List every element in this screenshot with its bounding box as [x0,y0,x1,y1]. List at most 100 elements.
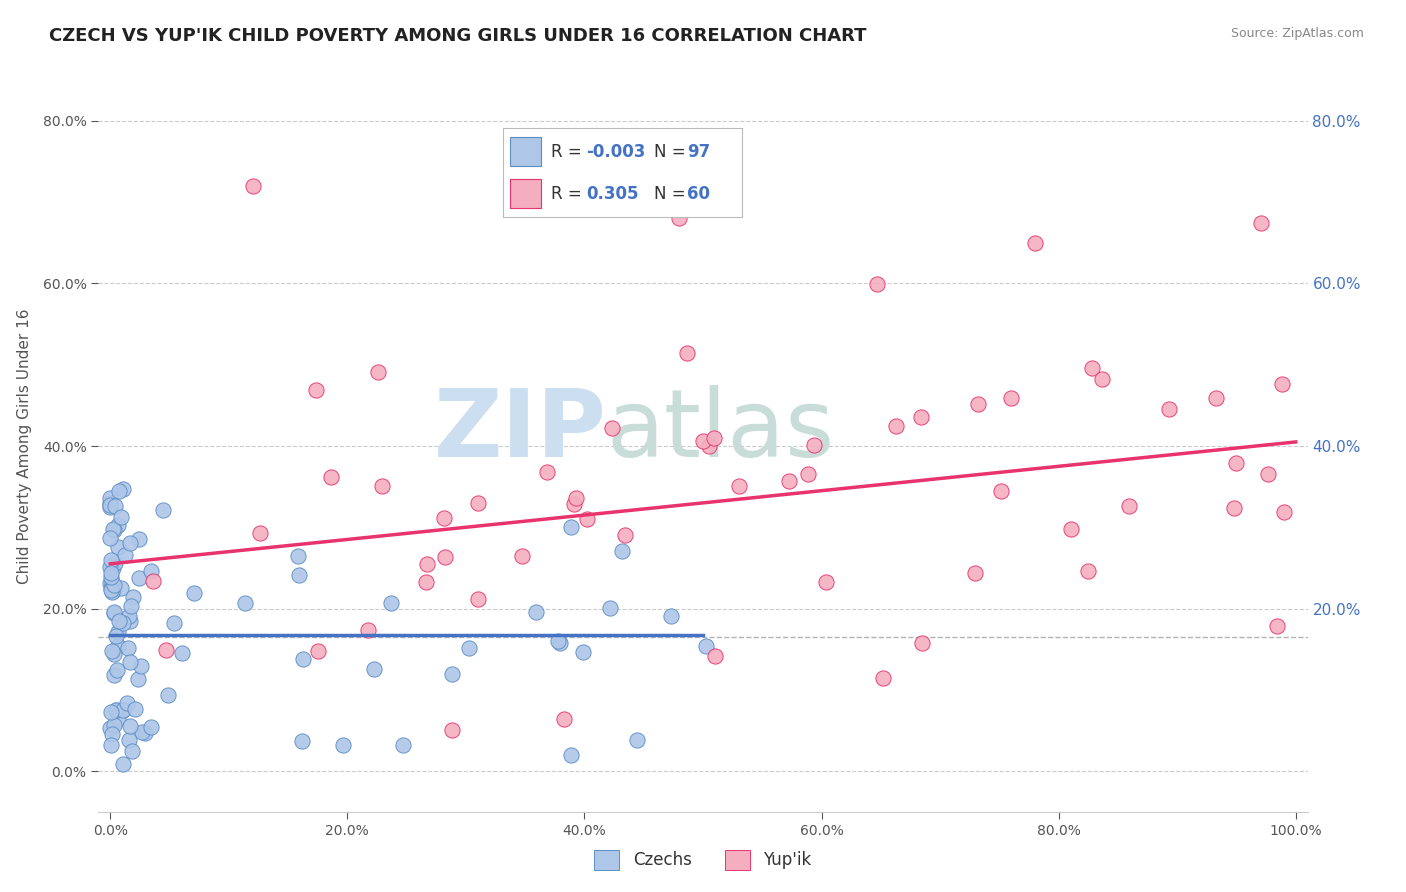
Point [319,469,342,483]
Text: 0.305: 0.305 [586,185,640,202]
Point [104,557,127,571]
Point [107,624,129,639]
Point [803,438,825,452]
Point [703,431,725,445]
Point [156,688,179,702]
Point [1091,372,1114,386]
Point [434,550,457,565]
Point [101,522,124,536]
Point [110,510,132,524]
Point [115,696,138,710]
Point [441,723,464,737]
Point [572,645,595,659]
Point [371,479,394,493]
Point [100,644,122,658]
Point [117,640,139,655]
Point [613,528,636,542]
Point [100,584,122,599]
Point [692,434,714,449]
Point [131,724,153,739]
Point [536,465,558,479]
Point [990,484,1012,499]
Point [467,496,489,510]
Point [98,575,121,590]
Point [524,605,547,619]
Point [1081,360,1104,375]
Point [98,496,121,510]
Point [610,544,633,558]
Point [467,591,489,606]
Point [433,511,456,525]
Point [815,575,838,590]
Point [107,483,129,498]
Point [111,703,134,717]
Point [114,549,136,563]
Point [415,575,437,590]
Point [100,721,122,735]
Point [172,647,194,661]
Point [118,732,141,747]
Point [104,500,127,514]
Point [163,616,186,631]
Point [576,512,599,526]
Point [103,524,125,538]
Point [233,596,256,610]
Point [1205,391,1227,405]
Point [626,732,648,747]
Point [103,647,125,661]
Point [101,584,124,599]
Point [124,702,146,716]
Point [120,615,142,629]
Point [659,608,682,623]
Point [1223,500,1246,515]
Text: N =: N = [654,143,690,161]
Point [416,558,439,572]
Point [155,643,177,657]
Text: atlas: atlas [606,385,835,477]
Point [107,518,129,533]
Point [103,605,125,619]
Point [183,586,205,600]
Point [100,583,122,598]
Point [380,596,402,610]
Point [134,725,156,739]
Point [100,582,122,596]
Point [98,560,121,574]
Point [560,520,582,534]
Point [242,178,264,193]
Point [728,479,751,493]
Point [152,502,174,516]
Point [1265,619,1288,633]
Point [100,553,122,567]
Point [1118,499,1140,513]
Point [105,664,128,678]
FancyBboxPatch shape [510,137,541,166]
Point [101,727,124,741]
Point [367,366,389,380]
Point [98,500,121,515]
Point [695,639,717,653]
Point [98,498,121,512]
Point [332,738,354,752]
Point [100,738,122,752]
Point [100,566,122,580]
Point [142,574,165,589]
FancyBboxPatch shape [510,179,541,208]
Point [120,719,142,733]
Point [112,482,135,496]
Point [100,570,122,584]
Point [118,609,141,624]
Point [128,532,150,546]
Point [965,566,987,580]
Point [550,636,572,650]
Point [562,497,585,511]
Text: 60: 60 [688,185,710,202]
Point [1271,376,1294,391]
Point [101,574,124,589]
Point [1225,456,1247,470]
Point [675,346,697,360]
Point [1157,401,1180,416]
Point [704,648,727,663]
Point [103,607,125,621]
Point [510,549,533,563]
